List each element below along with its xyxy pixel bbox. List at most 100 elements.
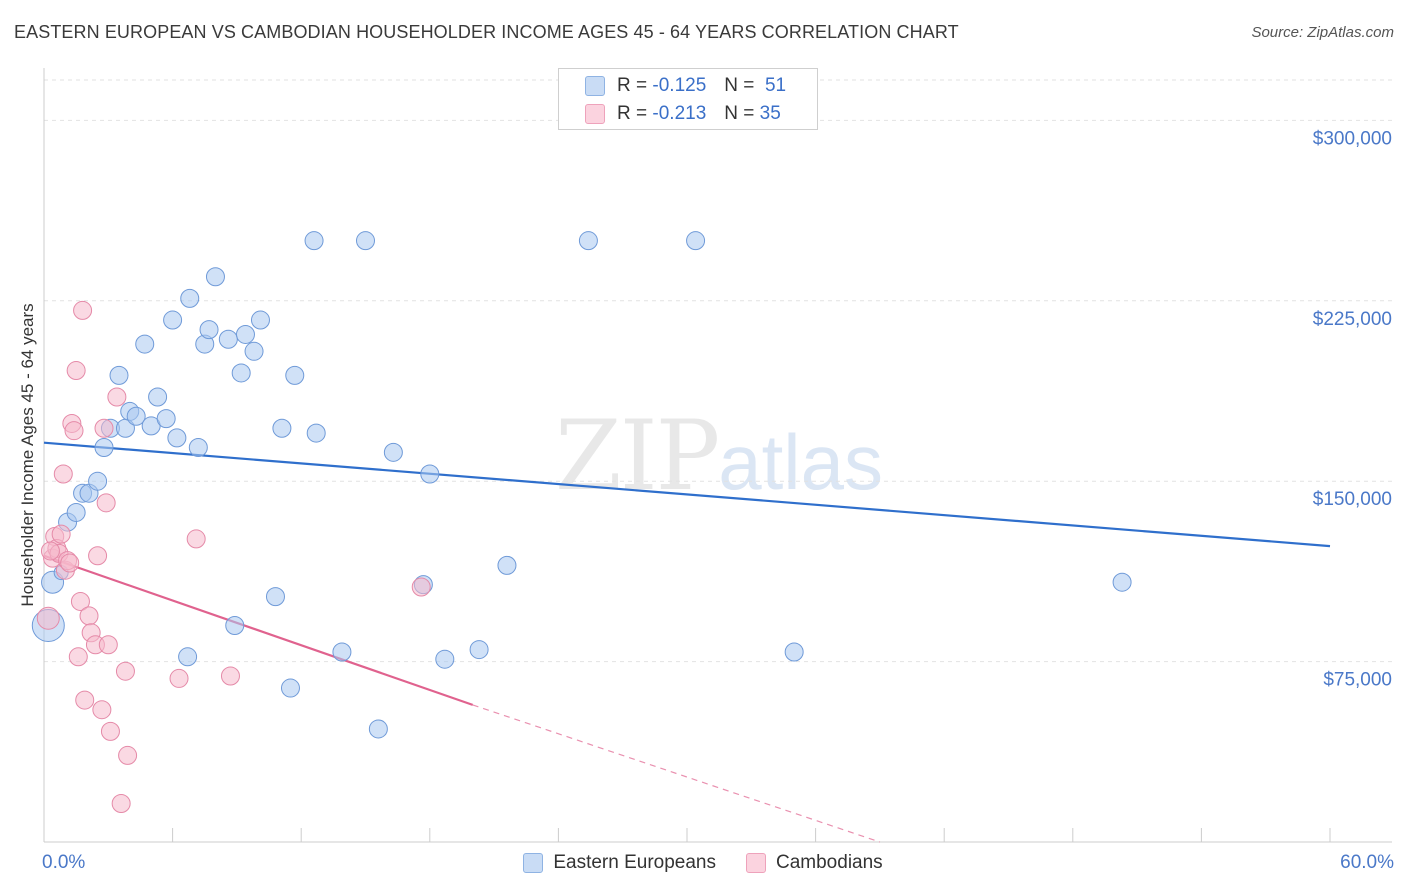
y-tick-label: $150,000 [1313,489,1392,510]
point-eastern-europeans [784,642,804,662]
point-eastern-europeans [218,329,238,349]
point-eastern-europeans [686,231,706,251]
axes [43,68,1392,843]
point-eastern-europeans [231,363,251,383]
point-eastern-europeans [135,334,155,354]
trend-line-eastern-europeans [43,441,1331,548]
y-tick-label: $75,000 [1323,670,1392,691]
point-eastern-europeans [356,231,375,251]
point-cambodians [88,546,108,566]
point-cambodians [107,387,127,407]
watermark-atlas: atlas [718,418,883,506]
point-eastern-europeans [332,642,352,662]
point-eastern-europeans [280,678,300,698]
y-tick-label: $225,000 [1313,309,1392,330]
point-eastern-europeans [167,428,187,448]
point-cambodians [220,666,240,686]
point-eastern-europeans [235,324,255,344]
zipatlas-watermark: ZIPatlas [555,400,883,512]
point-cambodians [411,577,431,597]
point-eastern-europeans [188,438,208,458]
point-eastern-europeans [469,640,489,660]
point-cambodians [68,647,88,667]
point-cambodians [115,661,135,681]
legend-item-cambodians: Cambodians [746,852,883,874]
point-eastern-europeans [1112,572,1132,592]
legend-label: Cambodians [776,852,883,873]
point-cambodians [96,493,116,513]
point-eastern-europeans [148,387,168,407]
point-cambodians [60,553,80,573]
point-cambodians [186,529,206,549]
point-eastern-europeans [205,267,225,287]
point-cambodians [111,794,131,814]
point-eastern-europeans [304,231,324,251]
point-cambodians [118,745,138,765]
y-tick-label: $300,000 [1313,128,1392,149]
source-label: Source: ZipAtlas.com [1251,24,1394,41]
y-axis-label: Householder Income Ages 45 - 64 years [18,303,37,607]
legend-r-label: R = [617,103,648,124]
y-tick-labels: $75,000 $150,000 $225,000 $300,000 [1313,128,1392,690]
point-eastern-europeans [497,555,517,575]
point-eastern-europeans [244,341,264,361]
point-cambodians [40,541,60,561]
x-tick-label-min: 0.0% [42,852,86,873]
point-eastern-europeans [66,502,86,522]
point-eastern-europeans [156,409,176,429]
series-legend: Eastern Europeans Cambodians [0,852,1406,874]
legend-n-label: N = [724,75,755,96]
legend-r-value: -0.213 [652,103,707,124]
point-cambodians [53,464,73,484]
point-eastern-europeans [368,719,388,739]
point-eastern-europeans [285,365,305,385]
point-eastern-europeans [180,288,200,308]
legend-row-cambodians: R = -0.213 N = 35 [585,103,781,125]
point-cambodians [66,361,86,381]
point-eastern-europeans [163,310,183,330]
point-eastern-europeans [265,587,285,607]
point-eastern-europeans [88,471,108,491]
legend-n-label: N = [724,103,755,124]
point-cambodians [98,635,118,655]
point-eastern-europeans [225,616,245,636]
trend-line-cambodians [43,554,474,706]
point-cambodians [100,721,120,741]
point-eastern-europeans [250,310,270,330]
point-eastern-europeans [109,365,129,385]
legend-r-label: R = [617,75,648,96]
correlation-legend: R = -0.125 N = 51 R = -0.213 N = 35 [558,68,818,130]
point-cambodians [94,418,114,438]
point-cambodians [70,591,90,611]
legend-swatch-blue [523,853,544,873]
legend-row-eastern-europeans: R = -0.125 N = 51 [585,75,786,97]
x-tick-label-max: 60.0% [1340,852,1394,873]
point-eastern-europeans [126,406,146,426]
legend-r-value: -0.125 [652,75,707,96]
legend-swatch-blue [585,76,605,96]
legend-n-value: 35 [759,103,781,124]
trend-line-extension [472,704,881,843]
point-cambodians [79,606,99,626]
point-eastern-europeans [420,464,440,484]
point-cambodians [64,421,84,441]
point-eastern-europeans [578,231,598,251]
point-cambodians [51,524,71,544]
point-eastern-europeans [272,418,292,438]
legend-swatch-pink [746,853,766,873]
point-eastern-europeans [306,423,326,443]
legend-item-eastern-europeans: Eastern Europeans [523,852,716,874]
point-cambodians [73,300,93,320]
point-eastern-europeans [435,649,455,669]
watermark-zip: ZIP [555,400,720,512]
point-eastern-europeans [199,320,219,340]
point-eastern-europeans [178,647,198,667]
point-eastern-europeans [383,442,403,462]
point-cambodians [169,668,189,688]
trend-lines [43,441,1331,843]
legend-label: Eastern Europeans [553,852,716,873]
point-cambodians [92,700,112,720]
point-cambodians [36,606,60,630]
point-eastern-europeans [94,438,114,458]
